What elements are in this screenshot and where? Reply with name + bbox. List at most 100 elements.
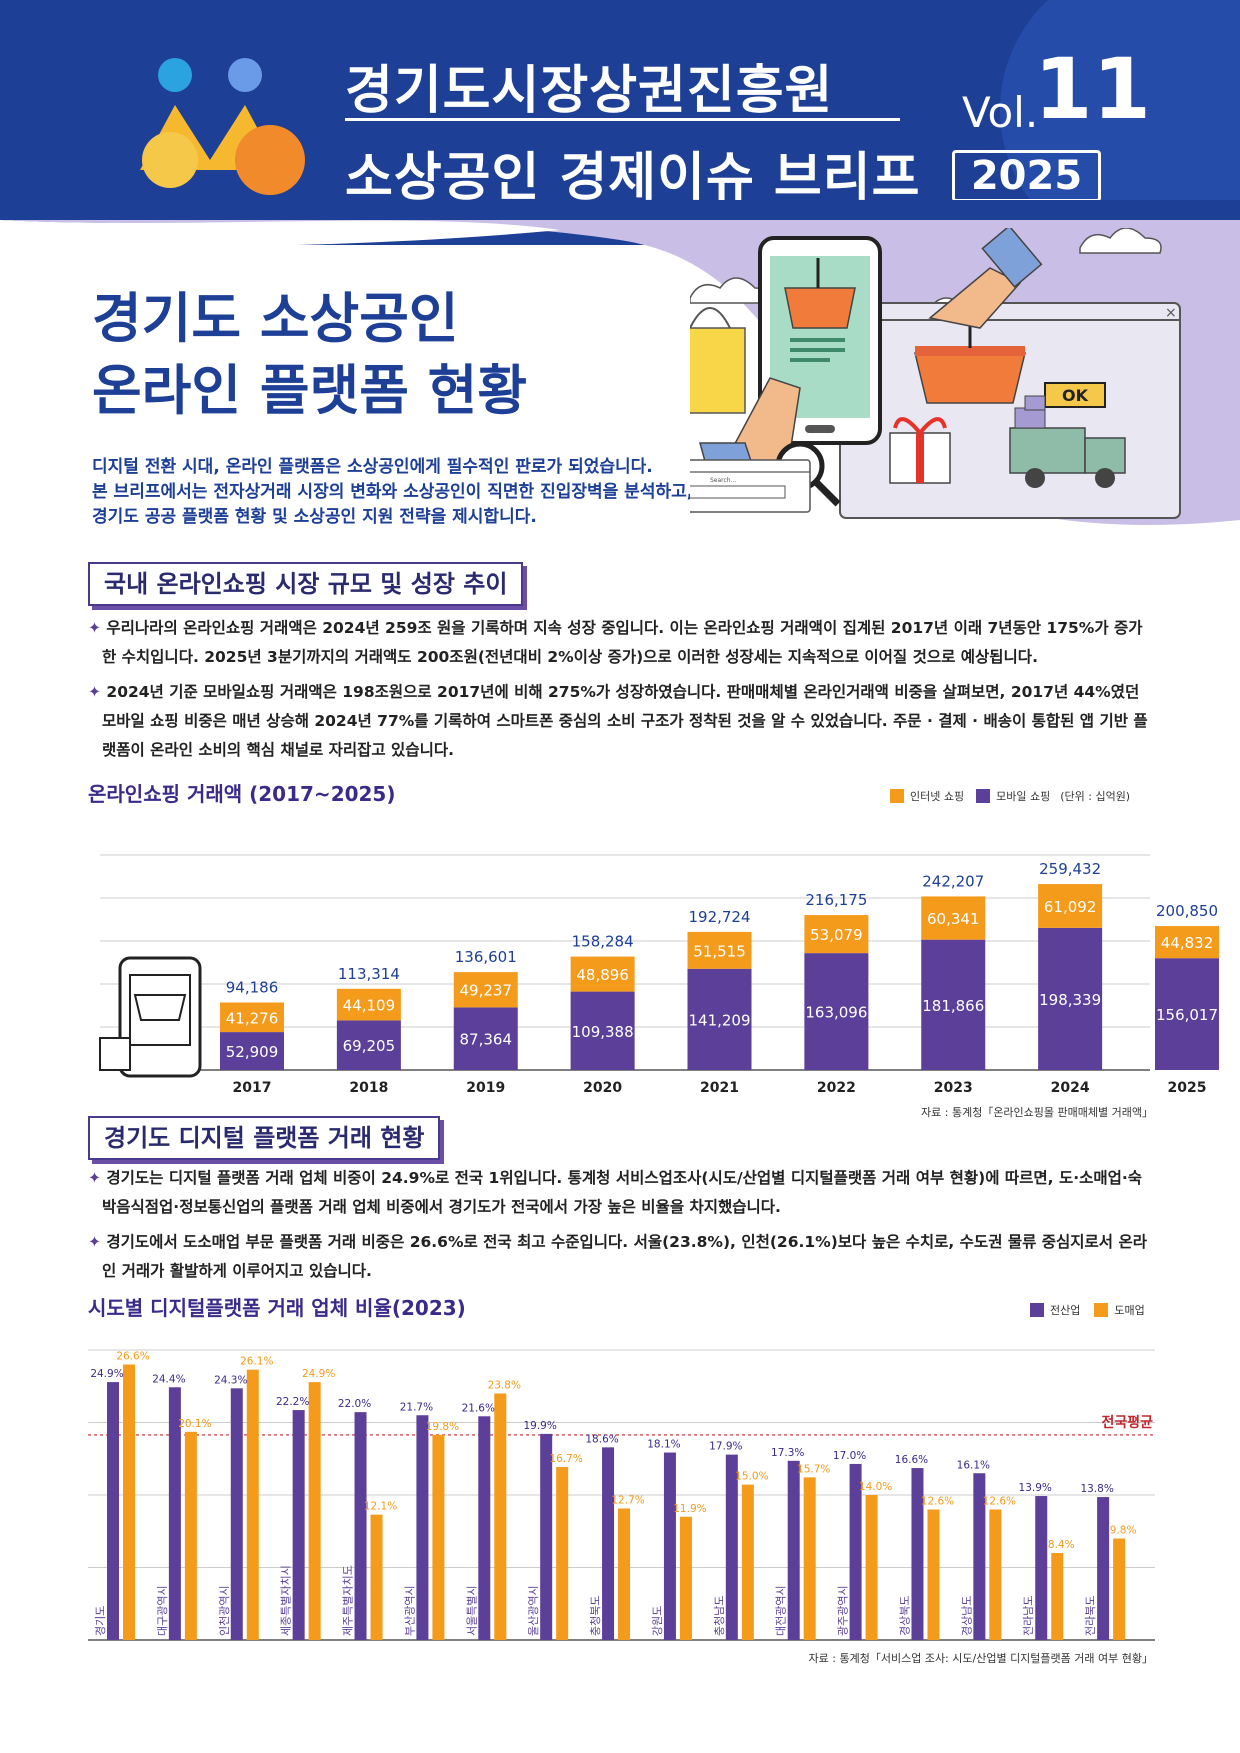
bullet-star-icon: ✦ <box>88 619 101 637</box>
bar-internet <box>453 972 518 1008</box>
bar-mobile <box>336 1020 401 1070</box>
bar-all-industries <box>973 1473 986 1640</box>
bullet-text: 경기도는 디지털 플랫폼 거래 업체 비중이 24.9%로 전국 1위입니다. … <box>102 1169 1143 1216</box>
region-label: 충청남도 <box>713 1596 726 1636</box>
bar-label-mobile: 52,909 <box>226 1043 279 1061</box>
bar-retail <box>246 1369 259 1640</box>
bar-label-internet: 51,515 <box>693 942 746 960</box>
legend-retail: 도매업 <box>1114 1304 1145 1317</box>
org-title: 경기도시장상권진흥원 <box>345 61 834 121</box>
brief-title: 소상공인 경제이슈 브리프 <box>345 148 921 208</box>
bar-retail <box>494 1393 507 1640</box>
legend-swatch-retail <box>1094 1303 1109 1317</box>
search-label: Search... <box>710 477 736 484</box>
region-label: 경기도 <box>94 1606 107 1636</box>
bar-retail <box>679 1516 692 1640</box>
bar-all-industries <box>540 1433 553 1640</box>
bar-all-industries <box>107 1382 119 1640</box>
value-label-retail: 12.6% <box>921 1496 954 1508</box>
value-label-retail: 8.4% <box>1048 1539 1075 1551</box>
x-tick-label: 2025 <box>1168 1080 1207 1096</box>
value-label-all: 18.1% <box>647 1439 680 1451</box>
bar-label-internet: 53,079 <box>810 926 863 944</box>
value-label-retail: 19.8% <box>426 1421 459 1433</box>
value-label-all: 17.3% <box>771 1447 804 1459</box>
intro-text: 디지털 전환 시대, 온라인 플랫폼은 소상공인에게 필수적인 판로가 되었습니… <box>92 455 693 530</box>
online-shopping-illustration: × OK Search... <box>690 228 1181 519</box>
legend-swatch-all <box>1030 1303 1044 1317</box>
svg-text:×: × <box>1165 305 1177 321</box>
value-label-all: 24.3% <box>214 1374 247 1386</box>
x-tick-label: 2020 <box>583 1080 622 1096</box>
bar-total-label: 158,284 <box>572 933 634 951</box>
x-tick-label: 2022 <box>817 1080 856 1096</box>
bar-mobile <box>570 991 635 1070</box>
bar-retail <box>989 1509 1002 1640</box>
value-label-retail: 14.0% <box>859 1481 892 1493</box>
x-tick-label: 2017 <box>233 1080 272 1096</box>
bar-all-industries <box>602 1447 615 1640</box>
value-label-all: 13.9% <box>1019 1482 1052 1494</box>
value-label-all: 22.0% <box>338 1398 371 1410</box>
bar-retail <box>184 1431 197 1640</box>
bar-internet <box>687 931 752 969</box>
bar-all-industries <box>849 1463 862 1640</box>
bar-label-mobile: 109,388 <box>572 1023 634 1041</box>
bar-label-internet: 41,276 <box>226 1009 279 1027</box>
bar-retail <box>618 1508 631 1640</box>
bar-total-label: 192,724 <box>688 908 750 926</box>
bar-label-internet: 44,109 <box>343 997 396 1015</box>
chart2-source: 자료 : 통계청「서비스업 조사: 시도/산업별 디지털플랫폼 거래 여부 현황… <box>808 1652 1153 1665</box>
value-label-retail: 12.6% <box>983 1496 1016 1508</box>
bar-total-label: 113,314 <box>338 965 400 983</box>
bar-mobile <box>1155 958 1219 1070</box>
bar-total-label: 259,432 <box>1039 860 1101 878</box>
bar-internet <box>804 915 869 954</box>
bar-all-industries <box>1035 1496 1048 1640</box>
bar-total-label: 136,601 <box>455 948 517 966</box>
bar-total-label: 216,175 <box>805 891 867 909</box>
legend-swatch-mobile <box>976 789 991 803</box>
value-label-all: 18.6% <box>585 1433 618 1445</box>
chart2-title: 시도별 디지털플랫폼 거래 업체 비율(2023) <box>88 1296 466 1320</box>
section-title-gyeonggi: 경기도 디지털 플랫폼 거래 현황 <box>88 1116 441 1160</box>
section2-bullets: ✦ 경기도는 디지털 플랫폼 거래 업체 비중이 24.9%로 전국 1위입니다… <box>88 1164 1153 1292</box>
region-label: 부산광역시 <box>403 1585 416 1636</box>
bar-all-industries <box>354 1412 367 1640</box>
value-label-all: 21.7% <box>400 1401 433 1413</box>
bar-retail <box>123 1364 135 1640</box>
region-label: 대전광역시 <box>775 1585 788 1636</box>
bar-all-industries <box>663 1452 676 1640</box>
region-label: 강원도 <box>651 1606 664 1636</box>
legend-all-industries: 전산업 <box>1050 1304 1081 1317</box>
region-label: 서울특별시 <box>465 1585 478 1636</box>
region-label: 경상북도 <box>898 1596 911 1636</box>
bar-retail <box>1113 1538 1126 1640</box>
x-tick-label: 2018 <box>349 1080 388 1096</box>
legend-swatch-internet <box>890 789 904 803</box>
bar-retail <box>556 1467 569 1640</box>
region-label: 전라남도 <box>1022 1596 1035 1636</box>
bar-all-industries <box>416 1415 429 1640</box>
bar-all-industries <box>725 1454 738 1640</box>
logo-icon <box>140 58 305 195</box>
chart1-legend: 인터넷 쇼핑 모바일 쇼핑 (단위 : 십억원) <box>890 788 1130 804</box>
value-label-retail: 12.7% <box>611 1494 644 1506</box>
chart1-source: 자료 : 통계청「온라인쇼핑몰 판매매체별 거래액」 <box>921 1106 1153 1119</box>
unit-label: (단위 : 십억원) <box>1060 790 1131 803</box>
bar-total-label: 242,207 <box>922 872 984 890</box>
bar-internet <box>1038 884 1103 928</box>
value-label-all: 16.6% <box>895 1454 928 1466</box>
value-label-all: 17.9% <box>709 1441 742 1453</box>
region-label: 대구광역시 <box>156 1585 169 1636</box>
bar-internet <box>1155 926 1219 959</box>
bar-total-label: 94,186 <box>226 979 279 997</box>
value-label-all: 24.9% <box>90 1368 123 1380</box>
bar-mobile <box>1038 927 1103 1070</box>
bar-retail <box>927 1509 940 1640</box>
bar-all-industries <box>1097 1497 1110 1640</box>
bar-all-industries <box>292 1410 305 1640</box>
bar-retail <box>370 1514 383 1640</box>
bar-label-mobile: 87,364 <box>460 1031 513 1049</box>
bar-all-industries <box>478 1416 491 1640</box>
